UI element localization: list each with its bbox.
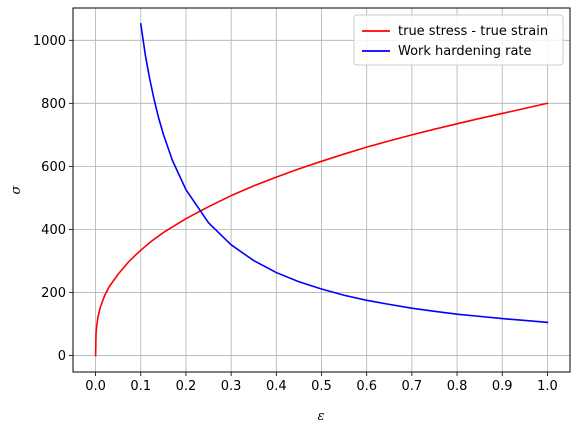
series-lines bbox=[94, 23, 549, 357]
series-line-1 bbox=[139, 23, 549, 324]
y-tick-label: 800 bbox=[41, 97, 66, 112]
tick-marks bbox=[69, 39, 548, 376]
y-tick-labels: 0 200 400 600 800 1000 bbox=[33, 34, 66, 364]
x-tick-label: 0.0 bbox=[85, 379, 106, 394]
x-tick-label: 0.7 bbox=[402, 379, 423, 394]
grid-lines bbox=[73, 8, 570, 372]
x-tick-labels: 0.0 0.1 0.2 0.3 0.4 0.5 0.6 0.7 0.8 0.9 1.0 bbox=[85, 379, 558, 394]
y-tick-label: 400 bbox=[41, 223, 66, 238]
y-axis-label: σ bbox=[9, 184, 24, 194]
legend-box bbox=[353, 14, 564, 66]
y-tick-label: 0 bbox=[58, 349, 66, 364]
legend-entry-work-hardening: Work hardening rate bbox=[398, 44, 532, 59]
x-axis-label: ε bbox=[318, 409, 325, 424]
x-tick-label: 1.0 bbox=[537, 379, 558, 394]
x-tick-label: 0.4 bbox=[266, 379, 287, 394]
series-line-0 bbox=[94, 102, 549, 357]
x-tick-label: 0.3 bbox=[221, 379, 242, 394]
x-tick-label: 0.9 bbox=[492, 379, 513, 394]
x-tick-label: 0.6 bbox=[356, 379, 377, 394]
x-tick-label: 0.2 bbox=[176, 379, 197, 394]
x-tick-label: 0.8 bbox=[447, 379, 468, 394]
x-tick-label: 0.5 bbox=[311, 379, 332, 394]
x-tick-label: 0.1 bbox=[130, 379, 151, 394]
legend: true stress - true strain Work hardening… bbox=[353, 14, 564, 66]
y-tick-label: 600 bbox=[41, 160, 66, 175]
y-tick-label: 200 bbox=[41, 286, 66, 301]
legend-entry-true-stress: true stress - true strain bbox=[398, 24, 548, 39]
y-tick-label: 1000 bbox=[33, 34, 66, 49]
